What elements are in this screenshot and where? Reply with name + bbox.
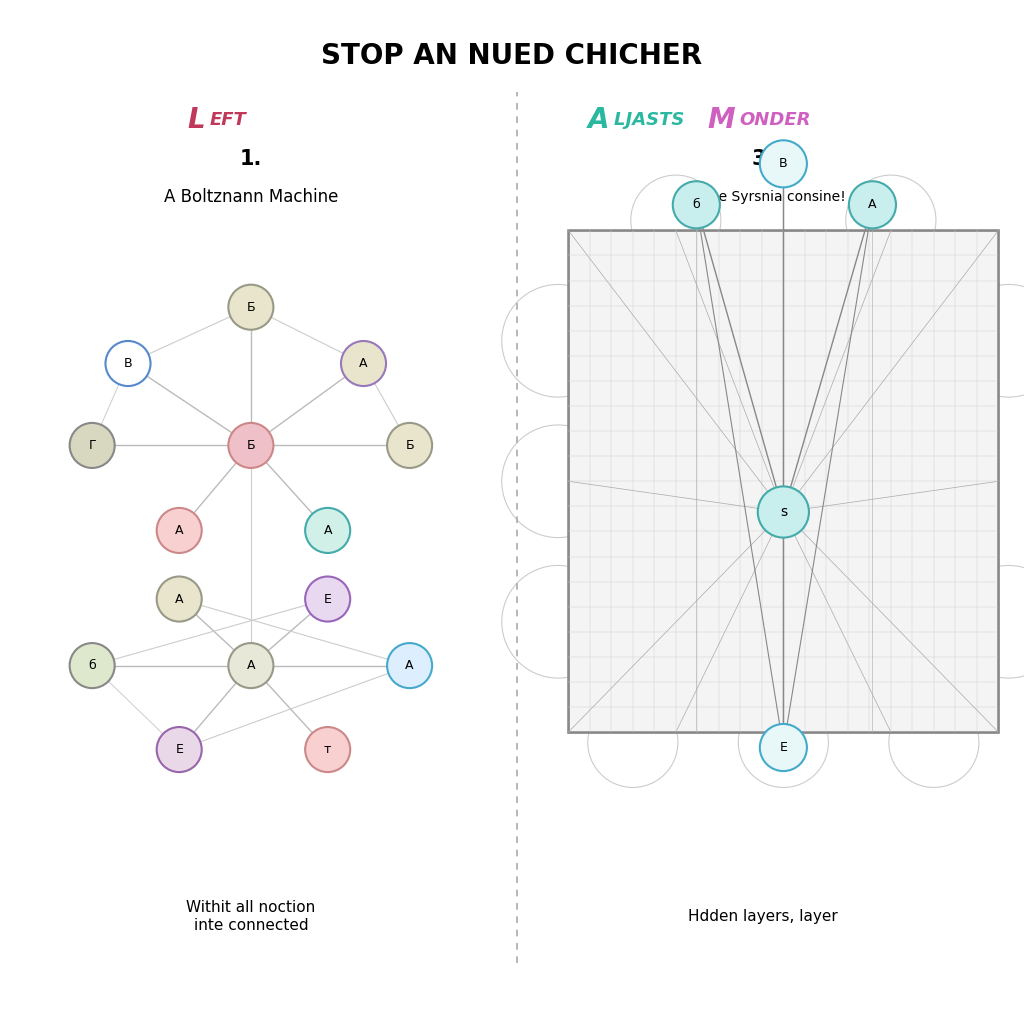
Circle shape [341,341,386,386]
Text: А: А [175,524,183,537]
Circle shape [758,486,809,538]
Bar [568,230,998,732]
Text: Б: Б [247,301,255,313]
Circle shape [387,423,432,468]
Text: Е: Е [324,593,332,605]
Text: А: А [359,357,368,370]
Text: В: В [124,357,132,370]
Text: s: s [780,505,786,519]
Text: 86 line Syrsnia consine!: 86 line Syrsnia consine! [680,189,846,204]
Circle shape [228,285,273,330]
Circle shape [387,643,432,688]
Text: А: А [247,659,255,672]
Circle shape [157,577,202,622]
Circle shape [157,727,202,772]
Circle shape [673,181,720,228]
Circle shape [849,181,896,228]
Text: А: А [324,524,332,537]
Text: STOP AN NUED CHICHER: STOP AN NUED CHICHER [322,42,702,71]
Text: А: А [175,593,183,605]
Text: M: M [708,105,735,134]
Circle shape [105,341,151,386]
Text: EFT: EFT [210,111,247,129]
Text: б: б [88,659,96,672]
Text: 3.: 3. [752,148,774,169]
Circle shape [70,423,115,468]
Text: Hdden layers, layer: Hdden layers, layer [688,909,838,924]
Circle shape [228,643,273,688]
Circle shape [70,643,115,688]
Text: 1.: 1. [240,148,262,169]
Text: Withit all noction
inte connected: Withit all noction inte connected [186,900,315,933]
Text: А: А [868,199,877,211]
Circle shape [305,577,350,622]
Text: A: A [588,105,609,134]
Text: В: В [779,158,787,170]
Text: А: А [406,659,414,672]
Text: т: т [324,743,332,756]
Circle shape [305,727,350,772]
Text: б: б [692,199,700,211]
Text: ONDER: ONDER [739,111,811,129]
Text: A Boltznann Machine: A Boltznann Machine [164,187,338,206]
Text: Б: Б [247,439,255,452]
Circle shape [760,724,807,771]
Circle shape [760,140,807,187]
Text: Б: Б [406,439,414,452]
Text: L: L [187,105,205,134]
Circle shape [228,423,273,468]
Text: Е: Е [779,741,787,754]
Text: LJASTS: LJASTS [614,111,691,129]
Circle shape [157,508,202,553]
Circle shape [305,508,350,553]
Text: Е: Е [175,743,183,756]
Text: Г: Г [88,439,96,452]
